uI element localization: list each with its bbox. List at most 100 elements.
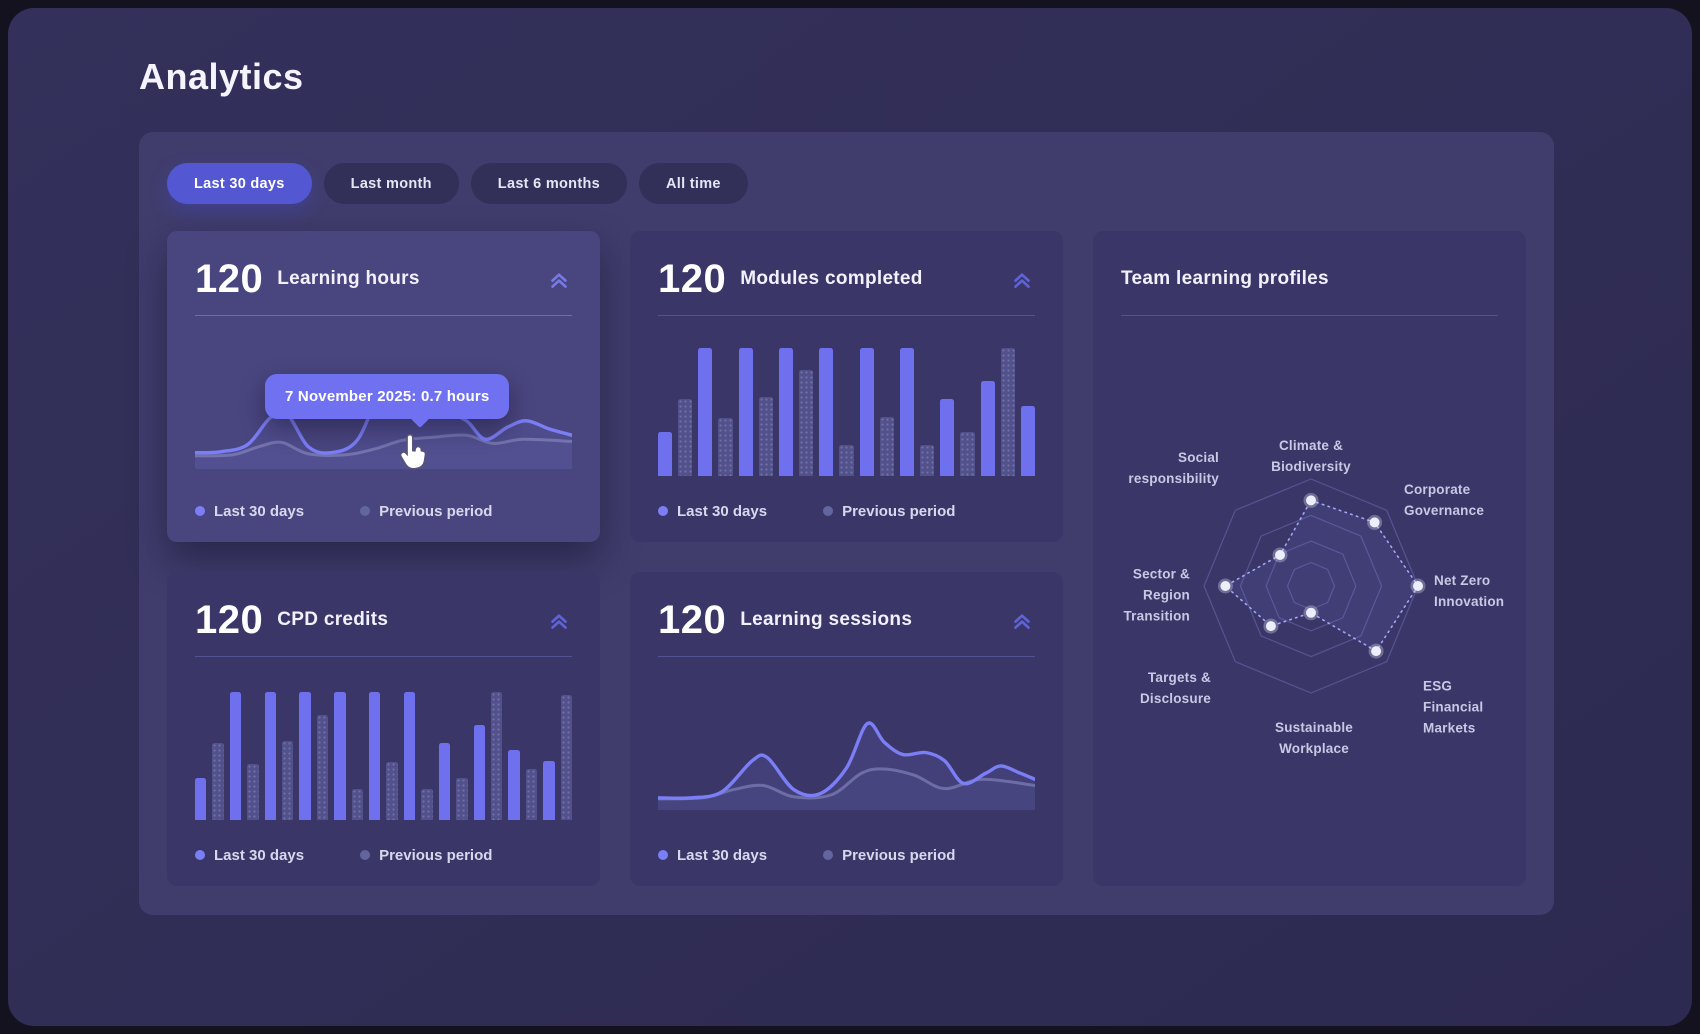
- card-cpd-credits[interactable]: 120 CPD credits Last 30 days Previous pe…: [167, 572, 600, 886]
- radar-grid-ring: [1239, 514, 1383, 658]
- radar-axis-label-net-zero-innovation: Net Zero Innovation: [1434, 573, 1505, 609]
- legend-label: Previous period: [379, 846, 493, 864]
- radar-axis-label-sustainable-workplace: Sustainable Workplace: [1275, 720, 1353, 756]
- legend-label: Last 30 days: [214, 502, 305, 520]
- filter-all-time[interactable]: All time: [639, 163, 748, 204]
- learning-hours-chart[interactable]: 7 November 2025: 0.7 hours: [195, 316, 572, 500]
- bar-previous[interactable]: [525, 768, 538, 820]
- bar-previous[interactable]: [386, 762, 398, 820]
- radar-data-point[interactable]: [1368, 643, 1384, 659]
- bar-previous[interactable]: [560, 694, 572, 820]
- card-divider: [658, 656, 1035, 657]
- bar-current[interactable]: [473, 725, 485, 820]
- bar-current[interactable]: [899, 348, 915, 476]
- card-team-learning-profiles[interactable]: Team learning profiles Climate & Biodive…: [1093, 231, 1526, 886]
- page-title: Analytics: [139, 56, 304, 97]
- bar-current[interactable]: [369, 692, 381, 820]
- legend-dot-previous: [823, 506, 834, 516]
- metric-label: Learning hours: [277, 268, 420, 289]
- expand-chevron-icon[interactable]: [1009, 266, 1035, 292]
- legend-label: Last 30 days: [677, 502, 768, 520]
- time-range-filters: Last 30 days Last month Last 6 months Al…: [167, 163, 1526, 204]
- radar-axis-label-corporate-governance: Corporate Governance: [1404, 482, 1485, 518]
- metric-value: 120: [195, 597, 264, 642]
- filter-last-month[interactable]: Last month: [323, 163, 459, 204]
- radar-data-point[interactable]: [1217, 578, 1233, 594]
- bar-current[interactable]: [334, 692, 346, 820]
- bar-previous[interactable]: [799, 369, 814, 476]
- card-modules-completed[interactable]: 120 Modules completed Last 30 days Previ…: [630, 231, 1063, 542]
- legend-dot-previous: [360, 850, 371, 860]
- bar-previous[interactable]: [282, 740, 294, 820]
- radar-axis-label-climate-biodiversity: Climate & Biodiversity: [1271, 438, 1351, 474]
- expand-chevron-icon[interactable]: [546, 607, 572, 633]
- card-divider: [658, 315, 1035, 316]
- card-header: 120 Learning hours: [195, 257, 572, 301]
- bar-previous[interactable]: [758, 396, 773, 476]
- bar-previous[interactable]: [456, 777, 468, 820]
- bar-current[interactable]: [738, 348, 753, 476]
- card-learning-hours[interactable]: 120 Learning hours 7 November 2025: 0.7 …: [167, 231, 600, 542]
- radar-data-polygon: [1224, 499, 1419, 653]
- bar-previous[interactable]: [1000, 348, 1015, 476]
- expand-chevron-icon[interactable]: [1009, 607, 1035, 633]
- card-learning-sessions[interactable]: 120 Learning sessions Last 30 days Previ…: [630, 572, 1063, 886]
- legend-dot-previous: [823, 850, 834, 860]
- bar-current[interactable]: [658, 432, 673, 476]
- bar-current[interactable]: [264, 692, 277, 820]
- bar-current[interactable]: [229, 692, 242, 820]
- filter-last-30-days[interactable]: Last 30 days: [167, 163, 312, 204]
- bar-current[interactable]: [980, 381, 995, 476]
- filter-last-6-months[interactable]: Last 6 months: [470, 163, 627, 204]
- bar-previous[interactable]: [247, 763, 259, 820]
- bar-previous[interactable]: [421, 789, 433, 820]
- radar-data-point[interactable]: [1367, 514, 1383, 530]
- bar-previous[interactable]: [960, 432, 975, 476]
- bar-previous[interactable]: [678, 399, 693, 476]
- bar-previous[interactable]: [351, 789, 364, 820]
- card-title: Team learning profiles: [1121, 268, 1329, 289]
- radar-grid-ring: [1265, 540, 1357, 632]
- bar-previous[interactable]: [718, 418, 733, 476]
- metric-label: Modules completed: [740, 268, 923, 289]
- legend-dot-current: [195, 506, 205, 516]
- radar-axis-label-sector-region-transition: Sector & Region Transition: [1123, 566, 1190, 624]
- bar-previous[interactable]: [839, 445, 854, 476]
- bar-previous[interactable]: [490, 692, 503, 820]
- bar-current[interactable]: [403, 692, 416, 820]
- bar-current[interactable]: [698, 348, 713, 476]
- modules-completed-chart[interactable]: [658, 316, 1035, 500]
- learning-sessions-chart[interactable]: [658, 657, 1035, 844]
- team-profiles-radar-chart[interactable]: Climate & Biodiversity Corporate Governa…: [1121, 322, 1504, 866]
- bar-previous[interactable]: [879, 417, 894, 476]
- bar-current[interactable]: [859, 348, 874, 476]
- bar-current[interactable]: [819, 348, 834, 476]
- bar-current[interactable]: [195, 777, 207, 820]
- bar-current[interactable]: [543, 761, 555, 820]
- radar-data-point[interactable]: [1263, 618, 1279, 634]
- bar-current[interactable]: [508, 749, 520, 820]
- bar-current[interactable]: [940, 399, 955, 476]
- bar-previous[interactable]: [920, 445, 935, 476]
- hand-cursor: [399, 433, 427, 470]
- bar-previous[interactable]: [212, 743, 224, 820]
- chart-tooltip: 7 November 2025: 0.7 hours: [265, 374, 510, 428]
- radar-data-point[interactable]: [1272, 547, 1288, 563]
- card-divider: [195, 656, 572, 657]
- legend-item-previous: Previous period: [823, 503, 955, 520]
- radar-data-point[interactable]: [1303, 605, 1319, 621]
- bar-current[interactable]: [299, 692, 311, 820]
- bar-current[interactable]: [438, 743, 451, 820]
- radar-data-point[interactable]: [1410, 578, 1426, 594]
- bar-current[interactable]: [778, 348, 794, 476]
- radar-data-point[interactable]: [1303, 492, 1319, 508]
- chart-legend: Last 30 days Previous period: [195, 844, 572, 866]
- previous-period-area: [195, 434, 572, 469]
- bar-previous[interactable]: [316, 715, 329, 820]
- cpd-credits-chart[interactable]: [195, 657, 572, 844]
- expand-chevron-icon[interactable]: [546, 266, 572, 292]
- bar-chart: [658, 348, 1035, 476]
- card-divider: [1121, 315, 1498, 316]
- metric-label: Learning sessions: [740, 609, 913, 630]
- bar-current[interactable]: [1020, 405, 1035, 476]
